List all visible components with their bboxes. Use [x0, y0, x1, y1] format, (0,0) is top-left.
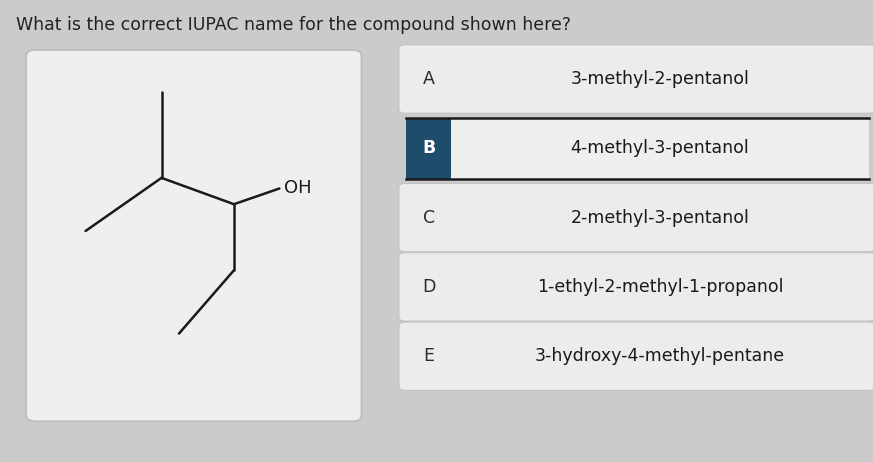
Text: C: C [423, 209, 435, 226]
FancyBboxPatch shape [399, 253, 873, 321]
Text: 4-methyl-3-pentanol: 4-methyl-3-pentanol [571, 140, 749, 157]
Text: 3-methyl-2-pentanol: 3-methyl-2-pentanol [571, 70, 749, 88]
Text: 2-methyl-3-pentanol: 2-methyl-3-pentanol [571, 209, 749, 226]
Bar [406, 118, 869, 179]
FancyBboxPatch shape [399, 322, 873, 390]
Text: 1-ethyl-2-methyl-1-propanol: 1-ethyl-2-methyl-1-propanol [537, 278, 783, 296]
Bar [406, 118, 451, 179]
Text: D: D [422, 278, 436, 296]
Text: 3-hydroxy-4-methyl-pentane: 3-hydroxy-4-methyl-pentane [535, 347, 785, 365]
FancyBboxPatch shape [399, 183, 873, 252]
Text: B: B [422, 140, 436, 157]
Text: OH: OH [284, 179, 312, 196]
Text: What is the correct IUPAC name for the compound shown here?: What is the correct IUPAC name for the c… [16, 16, 571, 34]
Text: A: A [423, 70, 435, 88]
FancyBboxPatch shape [26, 50, 361, 421]
Text: E: E [423, 347, 434, 365]
FancyBboxPatch shape [399, 45, 873, 113]
